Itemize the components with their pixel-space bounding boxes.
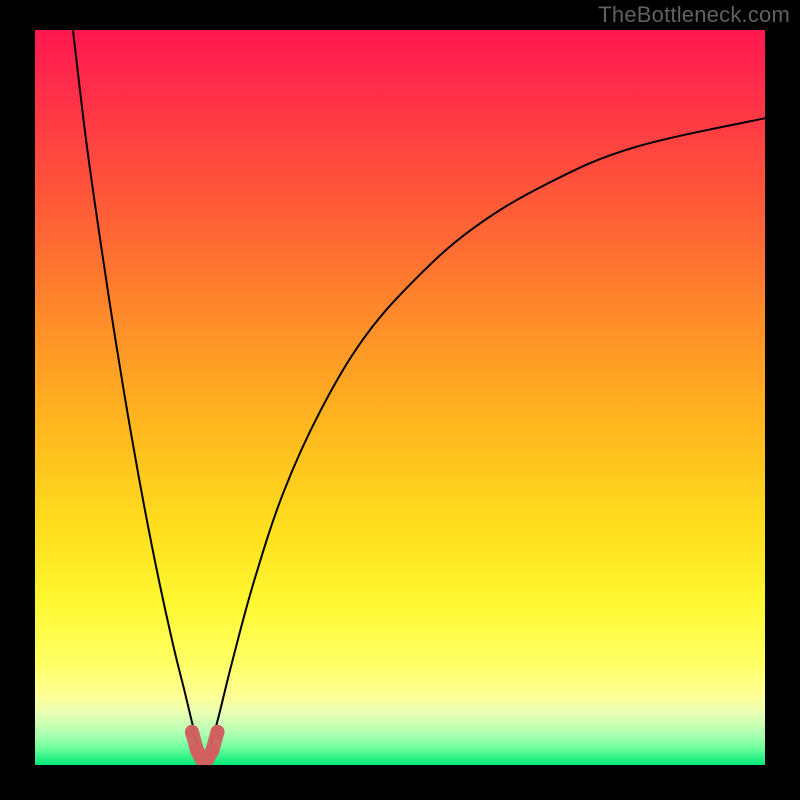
marker-dot <box>211 725 225 739</box>
marker-dot <box>185 725 199 739</box>
plot-area <box>35 30 765 765</box>
marker-dot <box>205 743 219 757</box>
watermark-text: TheBottleneck.com <box>598 2 790 28</box>
plot-svg <box>35 30 765 765</box>
chart-container: TheBottleneck.com <box>0 0 800 800</box>
gradient-background <box>35 30 765 765</box>
